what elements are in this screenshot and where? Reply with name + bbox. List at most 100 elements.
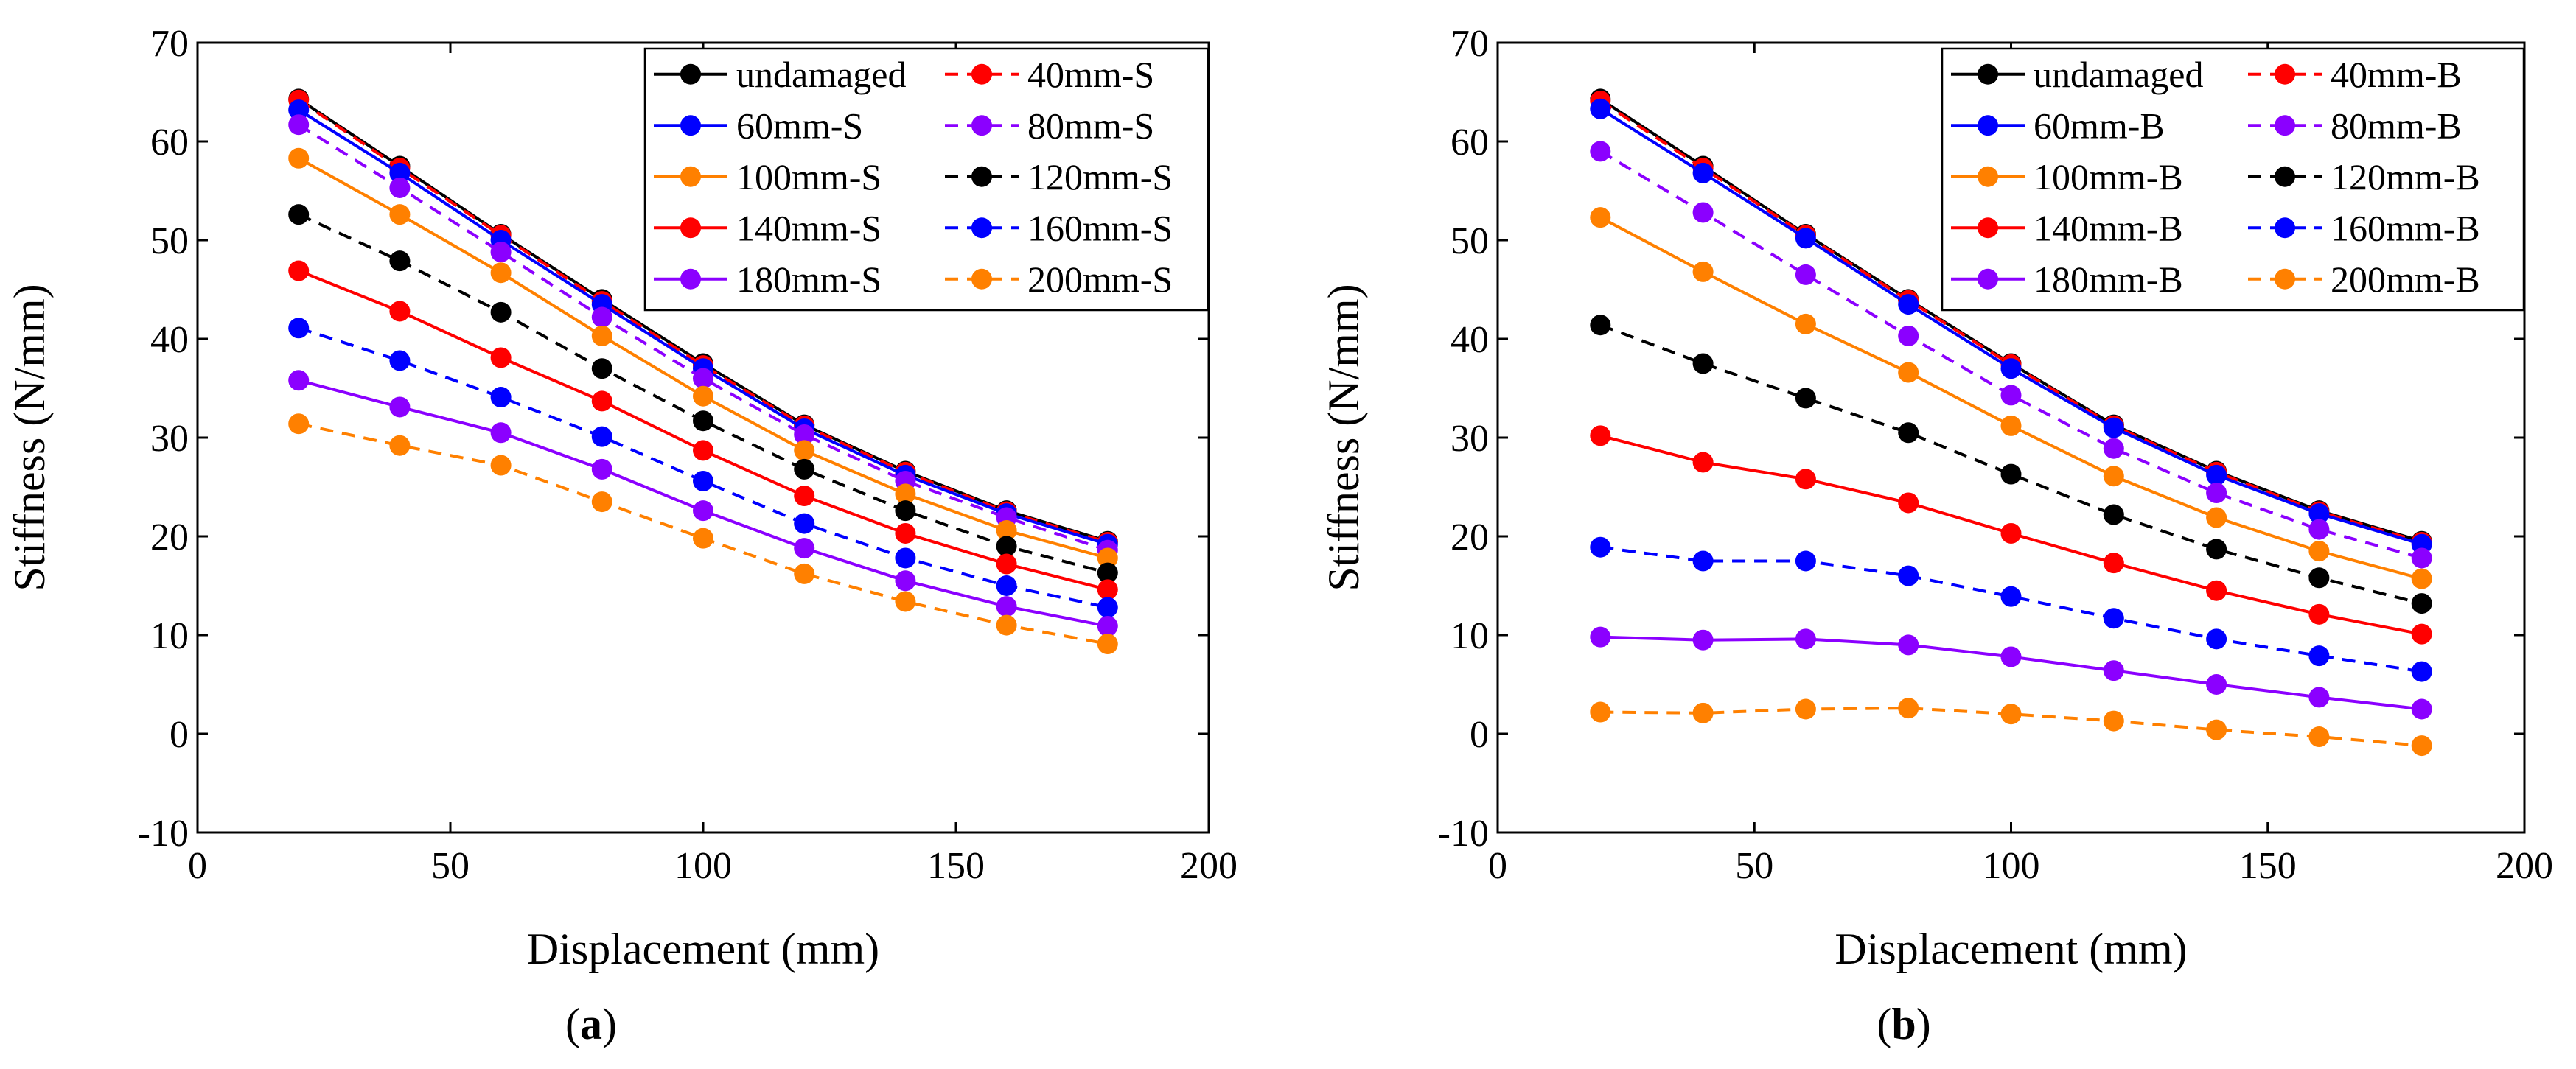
legend-swatch-marker [2275, 63, 2295, 85]
data-point [591, 458, 612, 480]
data-point [2000, 522, 2022, 544]
legend-item: 200mm-B [2248, 259, 2480, 300]
data-point [490, 262, 512, 284]
series-line [298, 99, 1109, 544]
data-point [1898, 325, 1919, 346]
data-point [2103, 608, 2124, 629]
legend-item: 180mm-S [654, 259, 882, 300]
data-point [1898, 362, 1919, 383]
data-point [288, 260, 310, 281]
x-tick-label: 200 [2496, 845, 2553, 887]
data-point [490, 422, 512, 444]
legend-label: 160mm-B [2331, 207, 2480, 248]
legend-label: undamaged [2034, 54, 2203, 95]
data-point [2411, 568, 2432, 589]
panel-letter: a [580, 1000, 602, 1048]
data-point [591, 358, 612, 379]
x-axis-label: Displacement (mm) [1835, 925, 2187, 973]
legend-item: 120mm-B [2248, 156, 2480, 197]
legend-item: 60mm-S [654, 105, 863, 146]
legend-swatch-marker [680, 217, 701, 239]
data-point [288, 318, 310, 339]
legend-item: 60mm-B [1951, 105, 2165, 146]
data-point [591, 491, 612, 513]
data-point [1590, 98, 1611, 119]
legend-label: 180mm-S [736, 259, 882, 300]
legend-item: 40mm-B [2248, 54, 2462, 95]
data-point [591, 306, 612, 328]
data-point [1898, 422, 1919, 444]
legend-item: 40mm-S [945, 54, 1154, 95]
data-point [389, 162, 411, 183]
data-point [1795, 628, 1816, 650]
legend-label: 120mm-B [2331, 156, 2480, 197]
data-point [389, 177, 411, 198]
data-point [794, 458, 815, 480]
data-point [490, 242, 512, 263]
y-tick-label: -10 [138, 813, 189, 855]
data-point [490, 455, 512, 476]
data-point [2103, 660, 2124, 681]
data-point [1097, 547, 1118, 569]
legend-item: undamaged [1951, 54, 2203, 95]
data-point [794, 440, 815, 461]
data-point [2103, 710, 2124, 732]
series-140mm-S [288, 260, 1118, 600]
data-point [2000, 586, 2022, 607]
data-point [288, 413, 310, 435]
data-point [895, 500, 916, 522]
legend-label: 200mm-B [2331, 259, 2480, 300]
data-point [1692, 202, 1714, 223]
data-point [2103, 553, 2124, 574]
data-point [1692, 162, 1714, 183]
legend-swatch-marker [680, 268, 701, 290]
x-tick-label: 100 [1983, 845, 2040, 887]
x-tick-label: 200 [1180, 845, 1238, 887]
legend-swatch-marker [1978, 166, 1998, 187]
data-point [2103, 504, 2124, 525]
data-point [2206, 507, 2227, 528]
legend-label: 120mm-S [1027, 156, 1173, 197]
legend-swatch-marker [2275, 217, 2295, 239]
series-120mm-S [288, 204, 1118, 583]
data-point [2000, 704, 2022, 725]
data-point [1097, 579, 1118, 600]
legend: undamaged 40mm-S 60mm-S 80mm-S 100mm-S 120mm-… [643, 47, 1210, 312]
panel-caption: (b) [1877, 1000, 1930, 1048]
data-point [693, 368, 713, 389]
x-tick-label: 0 [188, 845, 207, 887]
series-200mm-S [288, 413, 1118, 655]
data-point [2000, 415, 2022, 436]
data-point [1590, 141, 1611, 162]
data-point [693, 500, 713, 522]
data-point [2206, 483, 2227, 504]
data-point [1692, 550, 1714, 572]
data-point [288, 99, 310, 121]
data-point [1795, 698, 1816, 720]
legend-item: 160mm-B [2248, 207, 2480, 248]
data-point [2411, 623, 2432, 645]
legend-swatch-marker [971, 63, 992, 85]
data-point [1898, 492, 1919, 514]
legend-label: 140mm-S [736, 207, 882, 248]
legend-label: 160mm-S [1027, 207, 1173, 248]
legend-swatch-marker [2275, 268, 2295, 290]
data-point [2308, 687, 2330, 708]
panel-letter: b [1891, 1000, 1916, 1048]
data-point [1097, 562, 1118, 583]
y-tick-label: 60 [1451, 122, 1489, 164]
series-160mm-S [288, 318, 1118, 618]
data-point [794, 513, 815, 534]
y-tick-label: -10 [1438, 813, 1489, 855]
legend-item: 140mm-S [654, 207, 882, 248]
series-180mm-S [288, 370, 1118, 637]
x-tick-label: 150 [2239, 845, 2297, 887]
legend-label: 200mm-S [1027, 259, 1173, 300]
legend-item: 140mm-B [1951, 207, 2183, 248]
y-tick-label: 10 [1451, 615, 1489, 657]
y-tick-label: 60 [150, 122, 189, 164]
series-120mm-B [1590, 315, 2432, 614]
